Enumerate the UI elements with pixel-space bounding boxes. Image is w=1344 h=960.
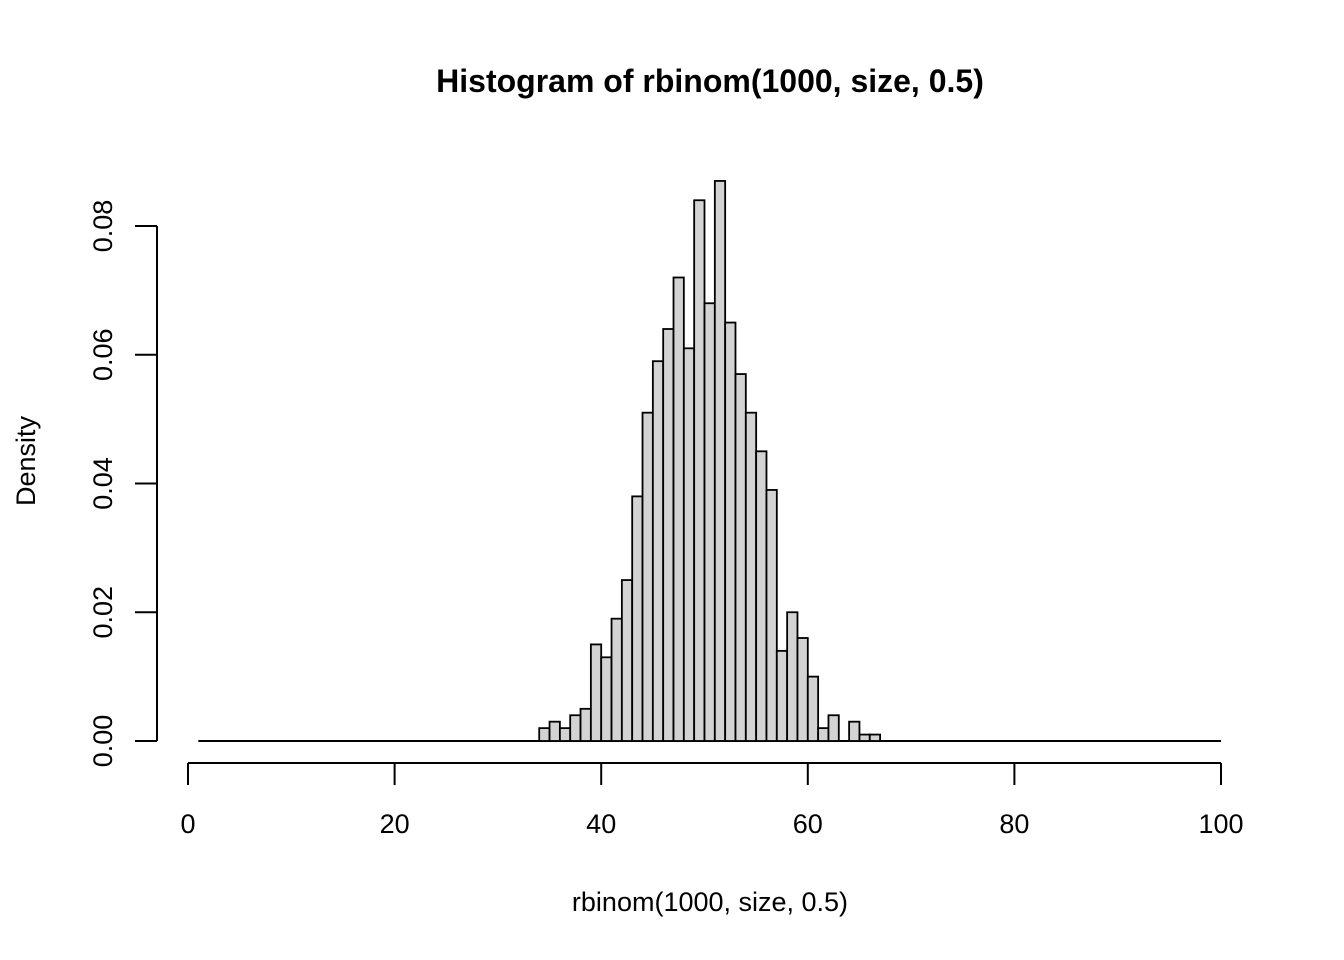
histogram-bar	[755, 450, 768, 742]
histogram-bar	[672, 276, 685, 742]
histogram-bar	[848, 720, 861, 742]
histogram-bar	[641, 411, 654, 742]
histogram-bar	[775, 649, 789, 742]
histogram-bar	[538, 727, 551, 742]
x-tick-label: 40	[586, 809, 616, 839]
histogram-bar	[651, 360, 665, 742]
histogram-bar	[744, 411, 758, 742]
histogram-bar	[858, 733, 871, 742]
x-axis: 0 20 40 60 80 100	[180, 762, 1244, 839]
histogram-bar	[713, 180, 727, 742]
histogram-bar	[662, 328, 675, 742]
y-axis: 0.00 0.02 0.04 0.06 0.08	[88, 200, 158, 768]
y-tick-label: 0.04	[88, 457, 118, 510]
histogram-bar	[817, 727, 830, 742]
histogram-bar	[827, 714, 840, 742]
histogram-bar	[703, 302, 716, 742]
histogram-bar	[868, 733, 882, 742]
histogram-bar	[558, 727, 572, 742]
y-tick-label: 0.00	[88, 715, 118, 768]
histogram-bars	[198, 180, 1221, 742]
x-tick-label: 20	[380, 809, 410, 839]
histogram-bar	[620, 579, 634, 742]
histogram-bar	[569, 714, 582, 742]
y-tick-label: 0.08	[88, 200, 118, 253]
histogram-bar	[734, 373, 747, 742]
histogram-bar	[579, 707, 592, 742]
histogram-bar	[600, 656, 613, 742]
y-axis-label: Density	[11, 415, 41, 506]
y-tick-label: 0.06	[88, 328, 118, 381]
x-tick-label: 80	[999, 809, 1029, 839]
x-axis-label: rbinom(1000, size, 0.5)	[572, 887, 848, 917]
histogram-bar	[589, 643, 603, 742]
x-tick-label: 0	[180, 809, 195, 839]
histogram-bar	[682, 347, 696, 742]
histogram-bar	[796, 637, 809, 742]
histogram-bar	[548, 720, 561, 742]
histogram-bar	[610, 617, 623, 742]
histogram-bar	[693, 199, 706, 742]
histogram-bar	[806, 675, 820, 742]
chart-title: Histogram of rbinom(1000, size, 0.5)	[436, 63, 984, 99]
x-tick-label: 60	[793, 809, 823, 839]
y-tick-label: 0.02	[88, 586, 118, 639]
x-tick-label: 100	[1198, 809, 1243, 839]
histogram-bar	[786, 611, 799, 742]
histogram-bar	[631, 495, 644, 742]
histogram-bar	[765, 489, 778, 742]
histogram-bar	[724, 321, 737, 742]
